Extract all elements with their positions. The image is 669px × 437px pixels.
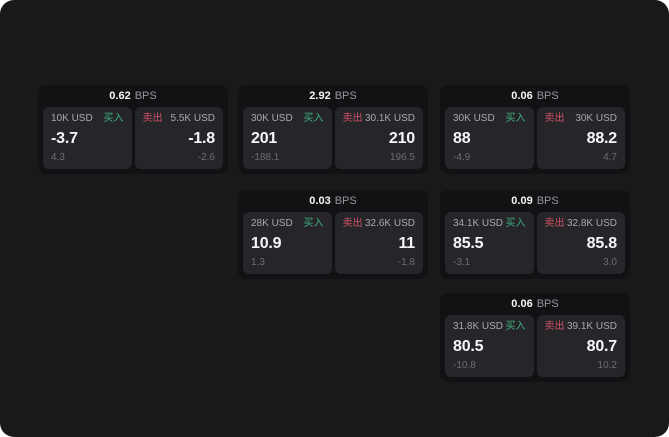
bps-header: 0.62 BPS	[38, 85, 228, 107]
bps-label: BPS	[536, 195, 559, 207]
quote-card-4: 0.03 BPS 28K USD 买入 10.9 1.3 卖出 32.6K US…	[238, 190, 428, 279]
quote-card-2: 2.92 BPS 30K USD 买入 201 -188.1 卖出 30.1K …	[238, 85, 428, 174]
bps-label: BPS	[536, 298, 559, 310]
quote-card-1: 0.62 BPS 10K USD 买入 -3.7 4.3 卖出 5.5K USD…	[38, 85, 228, 174]
bps-value: 0.03	[309, 195, 331, 207]
sell-panel: 卖出 32.8K USD 85.8 3.0	[536, 212, 625, 274]
bps-header: 0.03 BPS	[238, 190, 428, 212]
buy-price: 85.5	[453, 235, 484, 252]
buy-panel: 30K USD 买入 201 -188.1	[243, 107, 332, 169]
bps-header: 0.06 BPS	[440, 85, 630, 107]
sell-button[interactable]: 卖出	[544, 321, 565, 332]
bps-value: 0.06	[511, 298, 533, 310]
quote-panels: 31.8K USD 买入 80.5 -10.8 卖出 39.1K USD 80.…	[445, 315, 625, 377]
quote-card-5: 0.09 BPS 34.1K USD 买入 85.5 -3.1 卖出 32.8K…	[440, 190, 630, 279]
bps-value: 0.09	[511, 195, 533, 207]
buy-sub-value: -3.1	[453, 257, 471, 268]
sell-panel: 卖出 30.1K USD 210 196.5	[334, 107, 423, 169]
buy-panel: 34.1K USD 买入 85.5 -3.1	[445, 212, 534, 274]
buy-price: -3.7	[51, 130, 78, 147]
buy-sub-value: -188.1	[251, 152, 280, 163]
buy-button[interactable]: 买入	[303, 218, 324, 229]
sell-price: 88.2	[586, 130, 618, 147]
quote-panels: 30K USD 买入 201 -188.1 卖出 30.1K USD 210 1…	[243, 107, 423, 169]
buy-button[interactable]: 买入	[505, 218, 526, 229]
sell-panel: 卖出 32.6K USD 11 -1.8	[334, 212, 423, 274]
buy-amount: 34.1K USD	[453, 218, 504, 229]
buy-button[interactable]: 买入	[505, 113, 526, 124]
quote-card-3: 0.06 BPS 30K USD 买入 88 -4.9 卖出 30K USD 8…	[440, 85, 630, 174]
quote-panels: 10K USD 买入 -3.7 4.3 卖出 5.5K USD -1.8 -2.…	[43, 107, 223, 169]
sell-panel: 卖出 30K USD 88.2 4.7	[536, 107, 625, 169]
sell-price: -1.8	[188, 130, 215, 147]
bps-header: 0.06 BPS	[440, 293, 630, 315]
buy-sub-value: -10.8	[453, 360, 476, 371]
bps-label: BPS	[536, 90, 559, 102]
sell-panel: 卖出 39.1K USD 80.7 10.2	[536, 315, 625, 377]
sell-price: 210	[388, 130, 415, 147]
buy-price: 80.5	[453, 338, 484, 355]
quote-panels: 34.1K USD 买入 85.5 -3.1 卖出 32.8K USD 85.8…	[445, 212, 625, 274]
buy-amount: 10K USD	[51, 113, 93, 124]
sell-sub-value: -2.6	[197, 152, 215, 163]
buy-button[interactable]: 买入	[505, 321, 526, 332]
buy-amount: 31.8K USD	[453, 321, 504, 332]
quote-panels: 28K USD 买入 10.9 1.3 卖出 32.6K USD 11 -1.8	[243, 212, 423, 274]
sell-amount: 30.1K USD	[364, 113, 415, 124]
buy-button[interactable]: 买入	[103, 113, 124, 124]
buy-panel: 28K USD 买入 10.9 1.3	[243, 212, 332, 274]
buy-sub-value: 4.3	[51, 152, 65, 163]
sell-sub-value: -1.8	[397, 257, 415, 268]
sell-sub-value: 10.2	[597, 360, 617, 371]
sell-sub-value: 196.5	[389, 152, 415, 163]
buy-amount: 30K USD	[453, 113, 495, 124]
sell-sub-value: 4.7	[603, 152, 617, 163]
buy-panel: 30K USD 买入 88 -4.9	[445, 107, 534, 169]
sell-sub-value: 3.0	[603, 257, 617, 268]
buy-panel: 31.8K USD 买入 80.5 -10.8	[445, 315, 534, 377]
bps-label: BPS	[134, 90, 157, 102]
bps-value: 2.92	[309, 90, 331, 102]
sell-button[interactable]: 卖出	[342, 218, 363, 229]
bps-label: BPS	[334, 195, 357, 207]
bps-header: 0.09 BPS	[440, 190, 630, 212]
buy-panel: 10K USD 买入 -3.7 4.3	[43, 107, 132, 169]
sell-button[interactable]: 卖出	[544, 218, 565, 229]
buy-sub-value: -4.9	[453, 152, 471, 163]
bps-value: 0.62	[109, 90, 131, 102]
sell-amount: 39.1K USD	[566, 321, 617, 332]
bps-header: 2.92 BPS	[238, 85, 428, 107]
buy-amount: 30K USD	[251, 113, 293, 124]
sell-amount: 32.8K USD	[566, 218, 617, 229]
sell-panel: 卖出 5.5K USD -1.8 -2.6	[134, 107, 223, 169]
sell-price: 80.7	[586, 338, 618, 355]
sell-button[interactable]: 卖出	[342, 113, 363, 124]
bps-label: BPS	[334, 90, 357, 102]
buy-sub-value: 1.3	[251, 257, 265, 268]
buy-price: 88	[453, 130, 471, 147]
quote-panels: 30K USD 买入 88 -4.9 卖出 30K USD 88.2 4.7	[445, 107, 625, 169]
bps-value: 0.06	[511, 90, 533, 102]
quote-card-6: 0.06 BPS 31.8K USD 买入 80.5 -10.8 卖出 39.1…	[440, 293, 630, 382]
buy-price: 201	[251, 130, 278, 147]
buy-price: 10.9	[251, 235, 282, 252]
sell-price: 11	[398, 235, 415, 252]
sell-amount: 5.5K USD	[170, 113, 215, 124]
sell-amount: 32.6K USD	[364, 218, 415, 229]
sell-button[interactable]: 卖出	[544, 113, 565, 124]
buy-amount: 28K USD	[251, 218, 293, 229]
sell-amount: 30K USD	[575, 113, 617, 124]
buy-button[interactable]: 买入	[303, 113, 324, 124]
sell-price: 85.8	[586, 235, 618, 252]
sell-button[interactable]: 卖出	[142, 113, 163, 124]
